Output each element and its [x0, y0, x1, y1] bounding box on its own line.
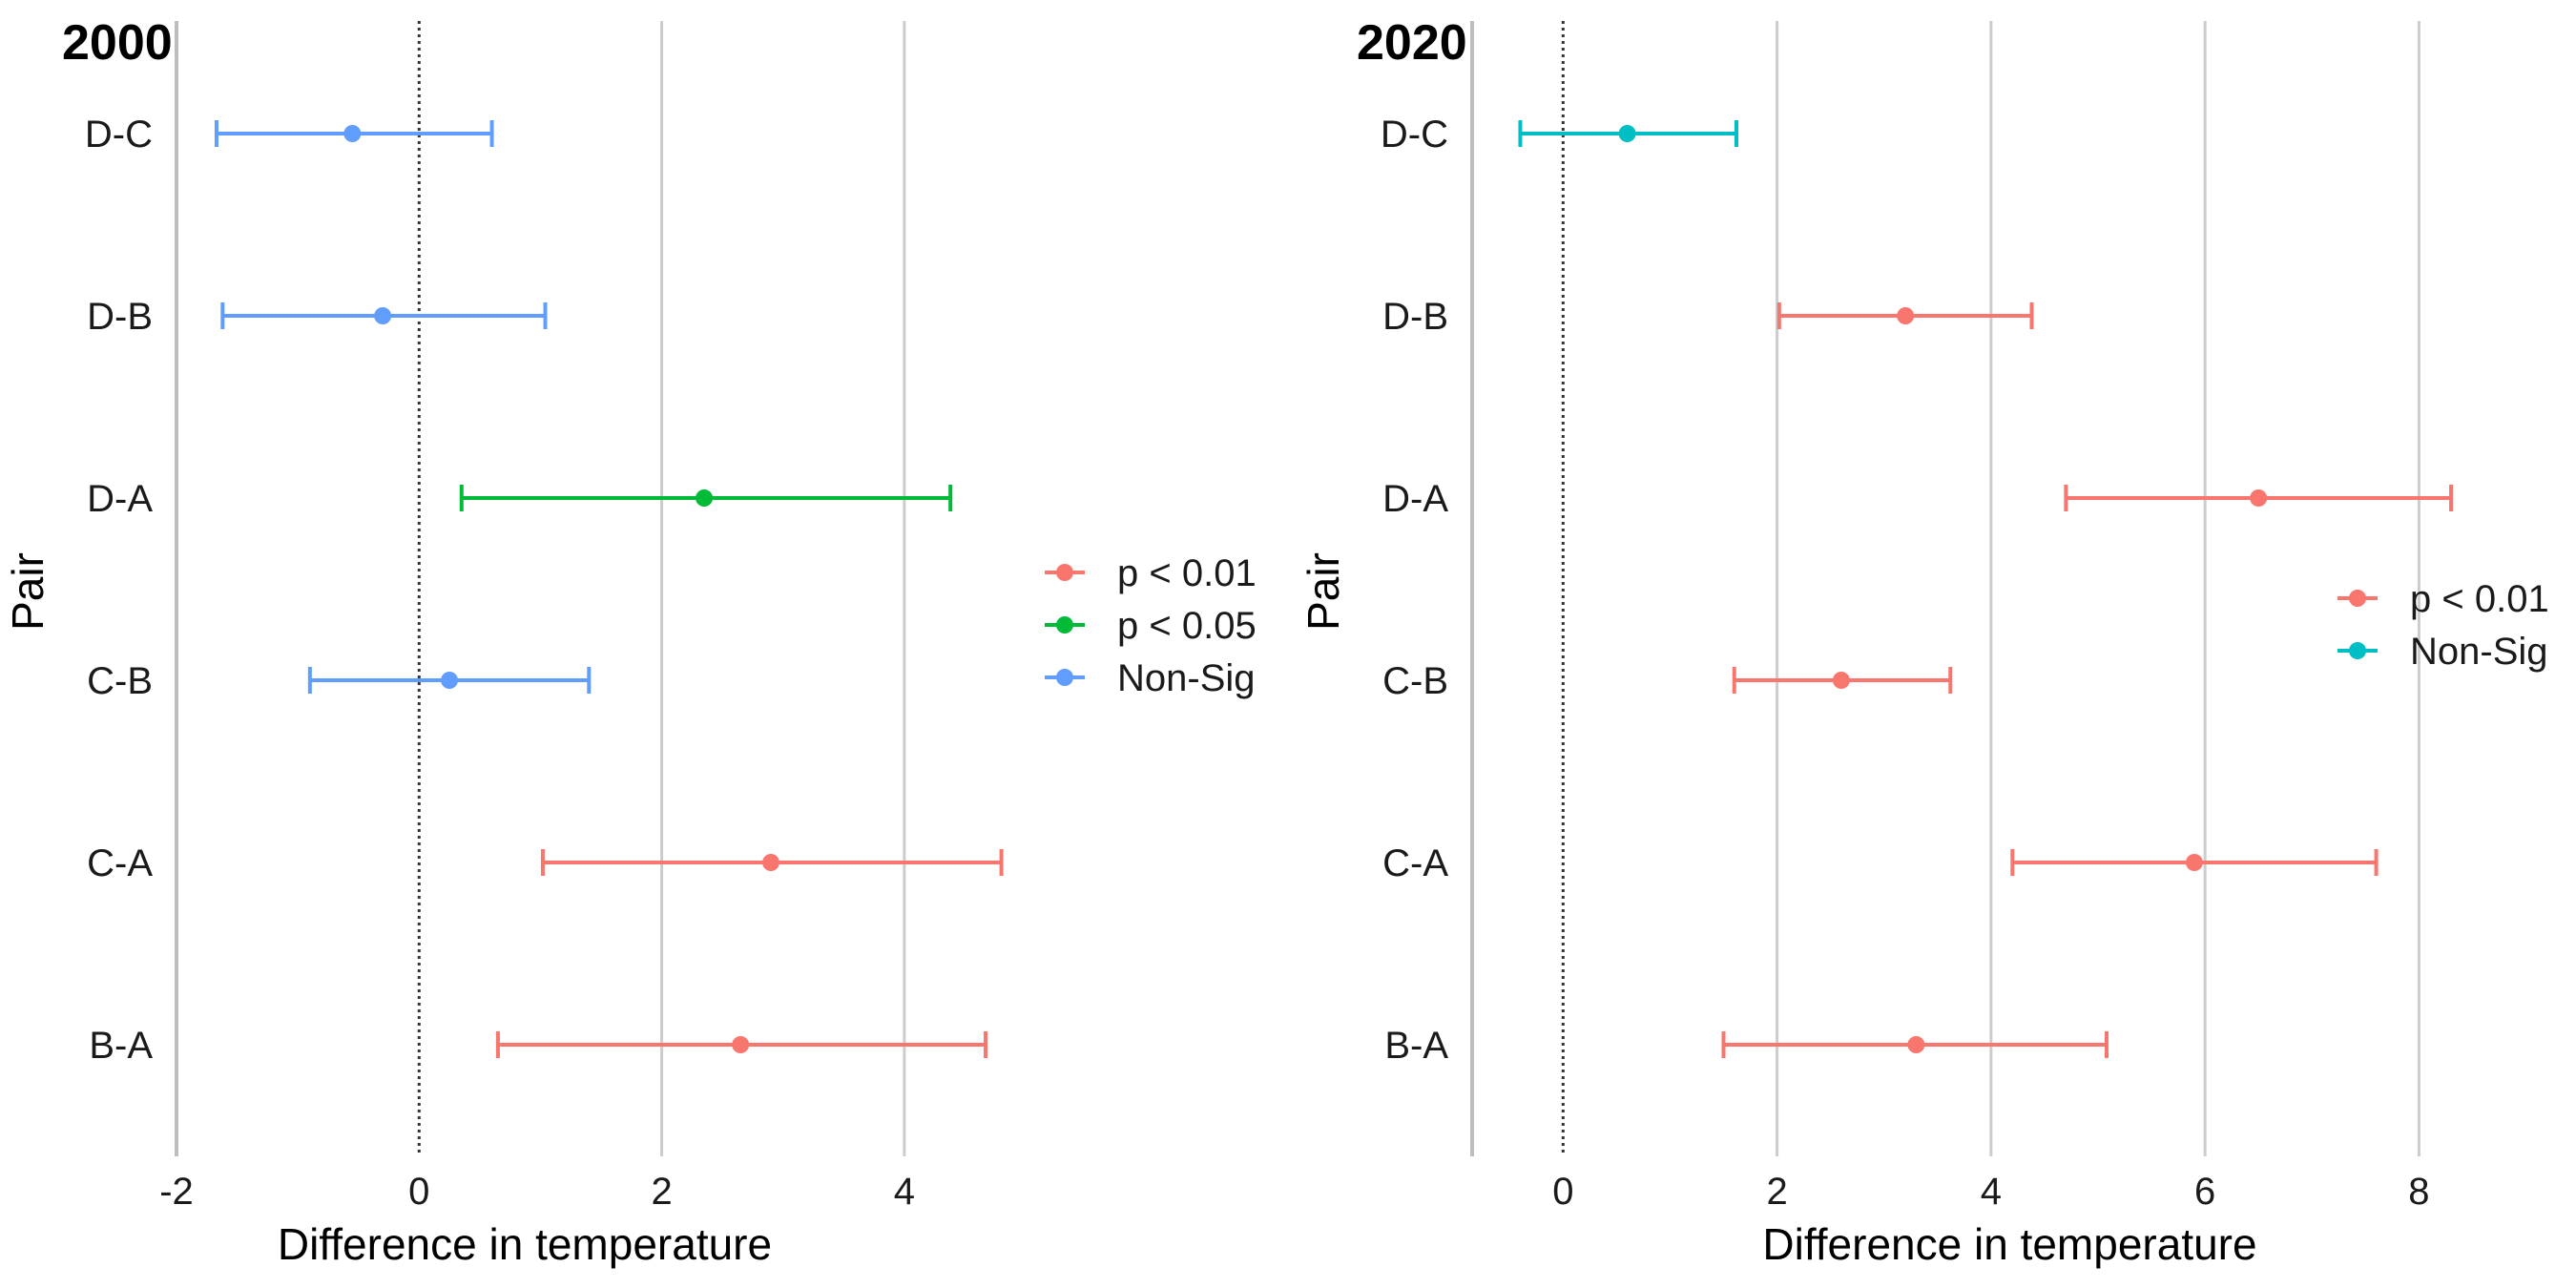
y-tick-label: C-B: [1382, 660, 1448, 702]
point-estimate: [1832, 672, 1850, 689]
y-tick-label: B-A: [1384, 1025, 1448, 1067]
x-tick-label: 2: [651, 1171, 672, 1213]
point-estimate: [2250, 489, 2268, 507]
point-estimate: [1907, 1036, 1925, 1053]
panel-title: 2020: [1357, 15, 1467, 71]
legend-label: p < 0.05: [1117, 605, 1257, 647]
y-tick-label: B-A: [89, 1025, 153, 1067]
panel-2000: -2 0 2 4 D-C D-B D-A C-B C-A B-A 2000 Difference in…: [3, 15, 1257, 1269]
y-tick-label: C-A: [87, 842, 153, 884]
point-estimate: [762, 854, 779, 871]
legend-key-point: [2349, 642, 2366, 659]
x-tick-label: 8: [2408, 1171, 2429, 1213]
panel-title: 2000: [62, 15, 173, 71]
point-estimate: [374, 307, 392, 324]
y-tick-label: C-A: [1382, 842, 1448, 884]
x-tick-label: 0: [408, 1171, 429, 1213]
legend: p < 0.01 Non-Sig: [2337, 578, 2549, 673]
legend-key-point: [1056, 669, 1073, 686]
y-tick-label: D-B: [87, 296, 153, 338]
legend-key-point: [1056, 616, 1073, 634]
point-estimate: [441, 672, 459, 689]
x-tick-label: 0: [1552, 1171, 1573, 1213]
x-axis-title: Difference in temperature: [1762, 1219, 2256, 1269]
legend-label: p < 0.01: [1117, 552, 1257, 594]
point-estimate: [343, 125, 362, 142]
panel-2020: 0 2 4 6 8 D-C D-B D-A C-B C-A B-A 2020 Difference in…: [1298, 15, 2549, 1269]
legend-label: Non-Sig: [2410, 631, 2548, 673]
point-estimate: [1618, 125, 1636, 142]
point-estimate: [1897, 307, 1915, 324]
y-axis-title: Pair: [3, 552, 52, 631]
y-tick-label: D-C: [85, 114, 153, 156]
x-tick-label: 6: [2194, 1171, 2215, 1213]
legend-key-point: [1056, 564, 1073, 581]
x-axis-title: Difference in temperature: [278, 1219, 772, 1269]
legend: p < 0.01 p < 0.05 Non-Sig: [1045, 552, 1257, 699]
legend-label: p < 0.01: [2410, 578, 2549, 620]
point-estimate: [696, 489, 714, 507]
y-tick-label: C-B: [87, 660, 153, 702]
legend-key-point: [2349, 590, 2366, 607]
y-tick-label: D-A: [87, 478, 153, 520]
x-tick-label: 4: [1981, 1171, 2002, 1213]
x-tick-label: 4: [894, 1171, 915, 1213]
point-estimate: [732, 1036, 750, 1053]
x-tick-label: 2: [1766, 1171, 1787, 1213]
y-tick-label: D-A: [1382, 478, 1448, 520]
legend-label: Non-Sig: [1117, 657, 1256, 699]
y-tick-label: D-C: [1381, 114, 1448, 156]
y-tick-label: D-B: [1382, 296, 1448, 338]
y-axis-title: Pair: [1298, 552, 1348, 631]
point-estimate: [2185, 854, 2203, 871]
x-tick-label: -2: [159, 1171, 194, 1213]
